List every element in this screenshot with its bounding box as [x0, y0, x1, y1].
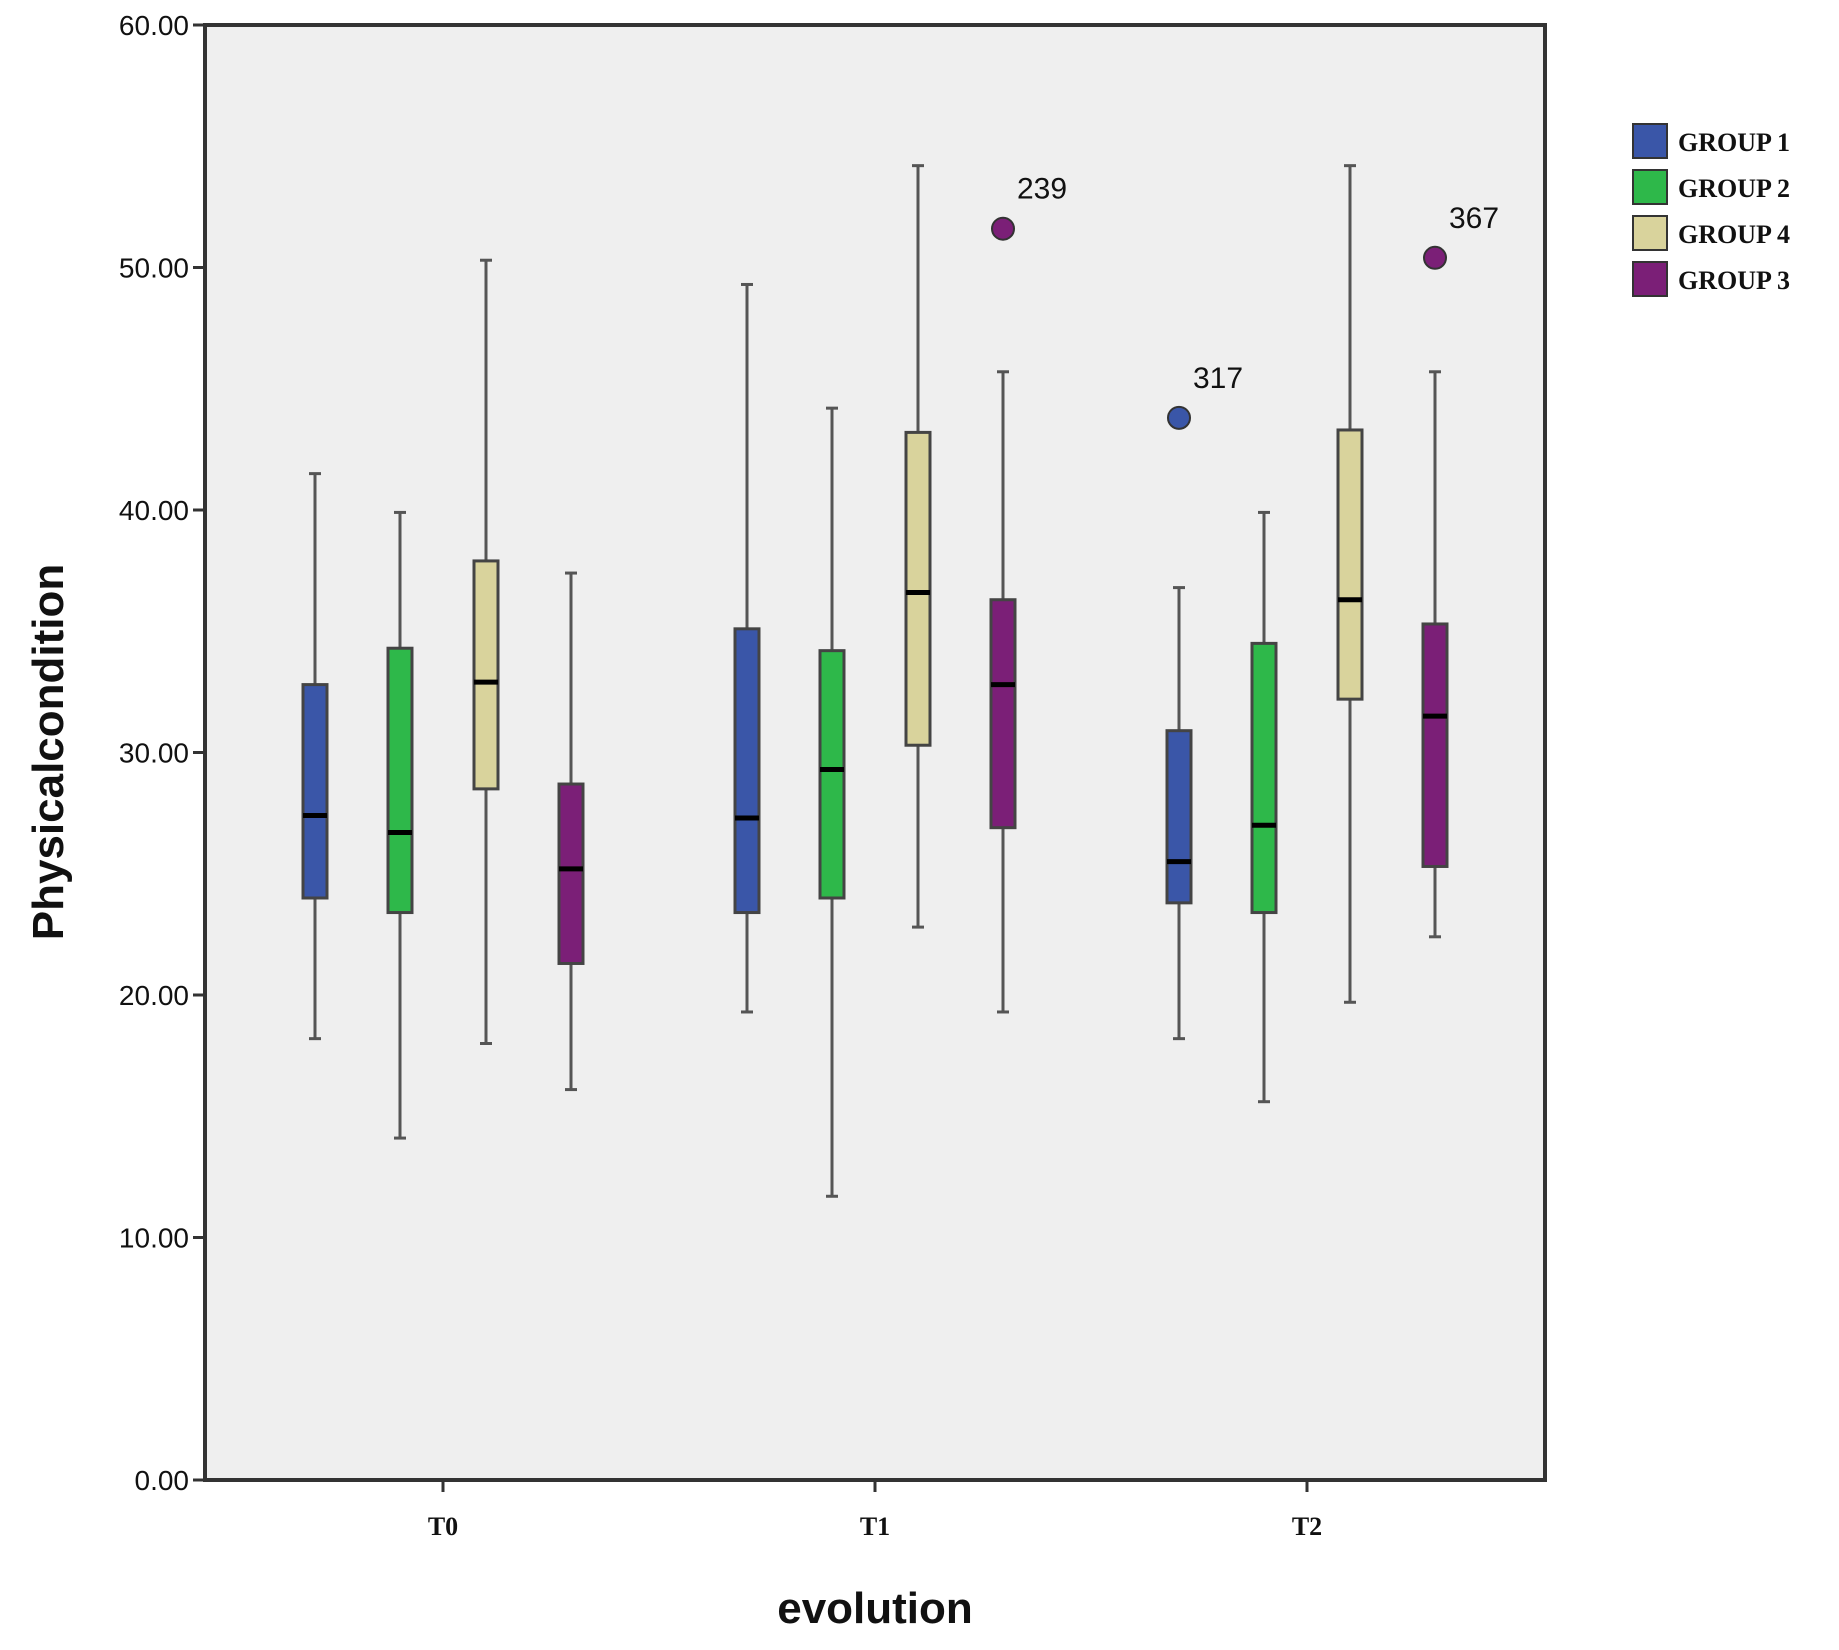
- box-group-2-t1: [818, 406, 846, 1198]
- legend: GROUP 1 GROUP 2 GROUP 4 GROUP 3: [1632, 123, 1790, 297]
- box-iqr: [733, 627, 761, 915]
- box-group-4-t1: [904, 164, 932, 929]
- box-group-4-t2: [1336, 164, 1364, 1004]
- box-series: 317 239 367: [301, 164, 1499, 1198]
- legend-swatch: [1632, 261, 1668, 297]
- box-iqr: [1421, 622, 1449, 868]
- y-tick-label: 0.00: [135, 1465, 190, 1496]
- plot-area: [203, 23, 1547, 1482]
- legend-label: GROUP 1: [1678, 128, 1790, 157]
- legend-swatch: [1632, 123, 1668, 159]
- box-group-4-t0: [472, 258, 500, 1045]
- box-group-3-t0: [557, 571, 585, 1092]
- box-iqr: [818, 649, 846, 900]
- outlier-point: [991, 216, 1015, 241]
- box-group-1-t1: [733, 282, 761, 1014]
- outlier-label: 367: [1449, 202, 1499, 235]
- y-tick-label: 50.00: [119, 253, 189, 284]
- x-tick-label: T2: [1292, 1512, 1322, 1541]
- legend-label: GROUP 4: [1678, 220, 1790, 249]
- legend-label: GROUP 2: [1678, 174, 1790, 203]
- y-tick-label: 40.00: [119, 495, 189, 526]
- outlier-point: [1423, 245, 1447, 270]
- box-iqr: [1165, 729, 1193, 905]
- y-tick-label: 60.00: [119, 10, 189, 41]
- y-tick-label: 20.00: [119, 980, 189, 1011]
- legend-swatch: [1632, 169, 1668, 205]
- box-iqr: [1250, 641, 1278, 915]
- y-tick-label: 10.00: [119, 1223, 189, 1254]
- box-group-2-t0: [386, 510, 414, 1140]
- x-axis-title: evolution: [777, 1584, 973, 1633]
- box-group-3-t1: 239: [989, 173, 1067, 1014]
- x-tick-label: T1: [860, 1512, 890, 1541]
- y-tick-label: 30.00: [119, 738, 189, 769]
- outlier-label: 239: [1017, 173, 1067, 206]
- box-group-3-t2: 367: [1421, 202, 1499, 939]
- legend-swatch: [1632, 215, 1668, 251]
- legend-label: GROUP 3: [1678, 266, 1790, 295]
- y-axis-ticks: 0.00 10.00 20.00 30.00 40.00 50.00 60.00: [119, 10, 205, 1496]
- box-group-1-t2: 317: [1165, 362, 1243, 1041]
- x-axis-ticks: T0 T1 T2: [428, 1480, 1322, 1541]
- box-iqr: [557, 782, 585, 965]
- outlier-label: 317: [1193, 362, 1243, 395]
- box-iqr: [386, 646, 414, 915]
- box-group-1-t0: [301, 472, 329, 1041]
- box-iqr: [472, 559, 500, 791]
- x-tick-label: T0: [428, 1512, 458, 1541]
- y-axis-title: Physicalcondition: [24, 564, 73, 941]
- box-iqr: [989, 598, 1017, 830]
- outlier-point: [1167, 405, 1191, 430]
- box-iqr: [904, 430, 932, 747]
- box-iqr: [301, 683, 329, 900]
- box-iqr: [1336, 428, 1364, 701]
- box-group-2-t2: [1250, 510, 1278, 1104]
